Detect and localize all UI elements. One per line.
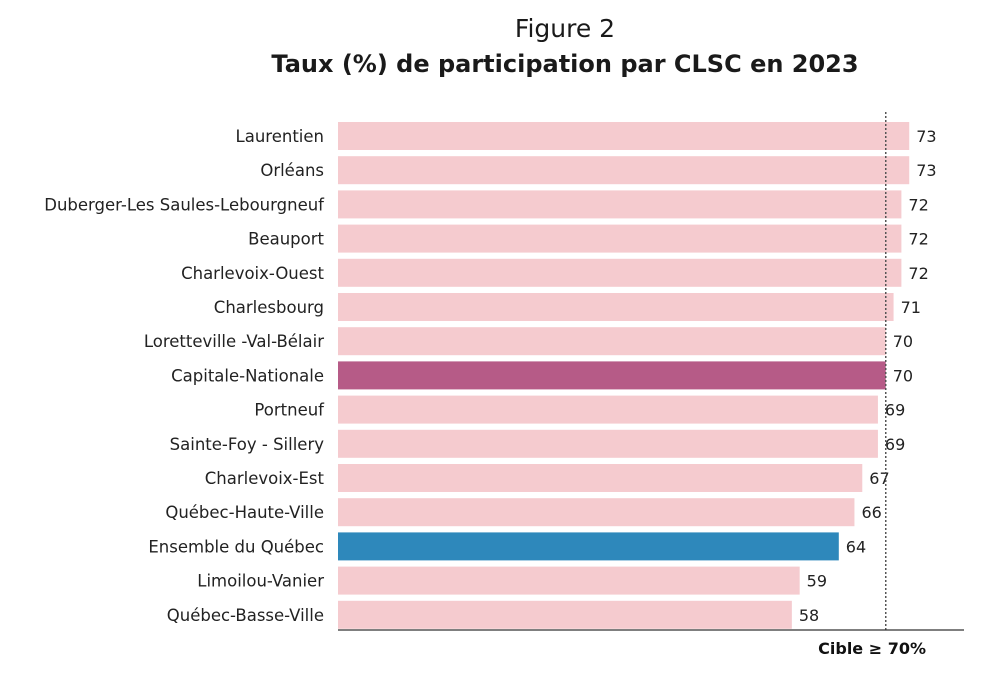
bar <box>338 122 910 150</box>
category-label: Beauport <box>248 230 324 249</box>
value-label: 59 <box>807 572 827 591</box>
bar <box>338 156 910 185</box>
bar <box>338 224 902 253</box>
category-label: Charlevoix-Est <box>205 469 325 488</box>
value-label: 72 <box>908 195 928 214</box>
value-label: 67 <box>869 469 889 488</box>
chart-title: Taux (%) de participation par CLSC en 20… <box>271 50 859 78</box>
value-label: 71 <box>901 298 921 317</box>
bar <box>338 327 886 356</box>
bar <box>338 429 878 458</box>
figure-label: Figure 2 <box>514 14 616 43</box>
category-label: Québec-Basse-Ville <box>167 606 324 625</box>
category-label: Laurentien <box>236 127 324 146</box>
bar <box>338 258 902 287</box>
bar <box>338 395 878 424</box>
bar <box>338 190 902 219</box>
value-label: 73 <box>916 161 936 180</box>
bar <box>338 361 886 390</box>
value-label: 66 <box>861 503 881 522</box>
value-label: 73 <box>916 127 936 146</box>
value-label: 72 <box>908 264 928 283</box>
value-label: 69 <box>885 435 905 454</box>
value-label: 64 <box>846 537 866 556</box>
target-label: Cible ≥ 70% <box>818 639 926 658</box>
value-label: 58 <box>799 606 819 625</box>
bar <box>338 498 855 527</box>
category-label: Portneuf <box>254 401 325 420</box>
category-label: Charlevoix-Ouest <box>181 264 324 283</box>
bar <box>338 566 800 595</box>
value-label: 72 <box>908 230 928 249</box>
category-label: Ensemble du Québec <box>148 537 324 556</box>
bar <box>338 464 863 492</box>
category-label: Limoilou-Vanier <box>197 572 324 591</box>
bar <box>338 600 792 629</box>
value-label: 70 <box>893 366 913 385</box>
bar <box>338 293 894 321</box>
bar <box>338 532 839 561</box>
category-label: Charlesbourg <box>214 298 324 317</box>
category-label: Sainte-Foy - Sillery <box>170 435 325 454</box>
category-label: Duberger-Les Saules-Lebourgneuf <box>44 195 325 214</box>
category-label: Loretteville -Val-Bélair <box>144 332 324 351</box>
category-label: Québec-Haute-Ville <box>165 503 324 522</box>
category-label: Capitale-Nationale <box>171 366 324 385</box>
category-label: Orléans <box>260 161 324 180</box>
value-label: 69 <box>885 401 905 420</box>
value-label: 70 <box>893 332 913 351</box>
